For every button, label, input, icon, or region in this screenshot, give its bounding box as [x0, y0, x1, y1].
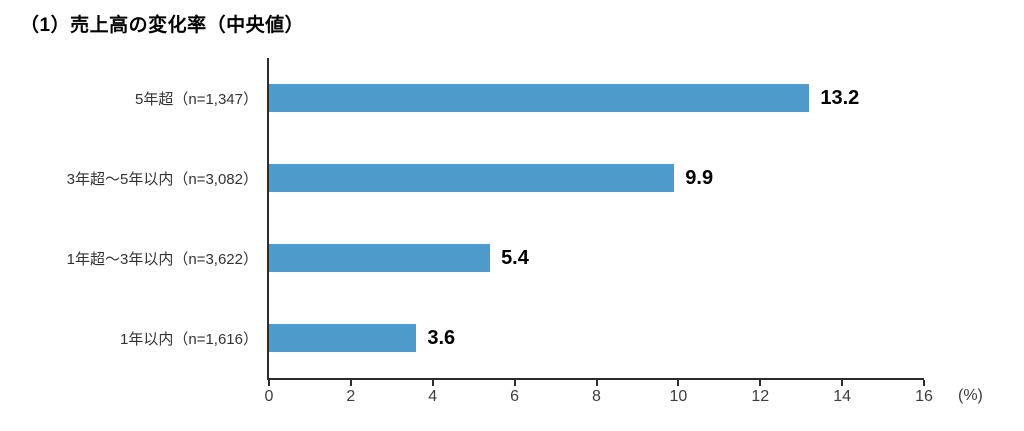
bar-row: 3年超～5年以内（n=3,082） 9.9 [67, 138, 924, 218]
value-label: 13.2 [820, 86, 860, 109]
plot-area: 5年超（n=1,347） 13.2 3年超～5年以内（n=3,082） 9.9 … [67, 58, 983, 405]
chart-title: （1）売上高の変化率（中央値） [20, 15, 305, 36]
x-axis-tick-label: 8 [592, 388, 601, 405]
value-label: 5.4 [501, 246, 529, 269]
x-axis-tick [513, 380, 516, 386]
x-axis-tick [759, 380, 762, 386]
x-axis-tick [431, 380, 434, 386]
category-label: 1年超～3年以内（n=3,622） [66, 250, 258, 268]
x-axis-tick [923, 380, 925, 386]
x-axis-tick-label: 4 [428, 388, 438, 405]
category-label: 5年超（n=1,347） [135, 90, 258, 108]
x-axis-tick [595, 380, 598, 386]
bar-row: 1年以内（n=1,616） 3.6 [120, 298, 924, 378]
x-axis-tick-label: 0 [264, 388, 274, 405]
bar [269, 84, 810, 112]
x-axis-tick [677, 380, 680, 386]
value-label: 9.9 [685, 166, 714, 189]
x-axis-tick-label: 12 [751, 388, 770, 405]
category-label: 1年以内（n=1,616） [120, 330, 258, 348]
x-axis-tick [349, 380, 352, 386]
x-axis-tick-label: 14 [833, 388, 852, 405]
x-axis-tick-label: 2 [346, 388, 356, 405]
x-axis-tick [841, 380, 844, 386]
category-label: 3年超～5年以内（n=3,082） [66, 170, 258, 188]
x-axis-tick-label: 6 [510, 388, 520, 405]
x-axis-tick-label: 16 [915, 388, 933, 405]
bar [269, 244, 491, 272]
x-axis-unit-label: (%) [958, 387, 983, 404]
bar [269, 324, 417, 352]
x-axis-tick-label: 10 [669, 388, 688, 405]
bar-row: 5年超（n=1,347） 13.2 [135, 58, 924, 138]
bar [269, 164, 675, 192]
x-axis-tick [268, 380, 270, 386]
bar-row: 1年超～3年以内（n=3,622） 5.4 [67, 218, 924, 298]
value-label: 3.6 [427, 326, 456, 349]
